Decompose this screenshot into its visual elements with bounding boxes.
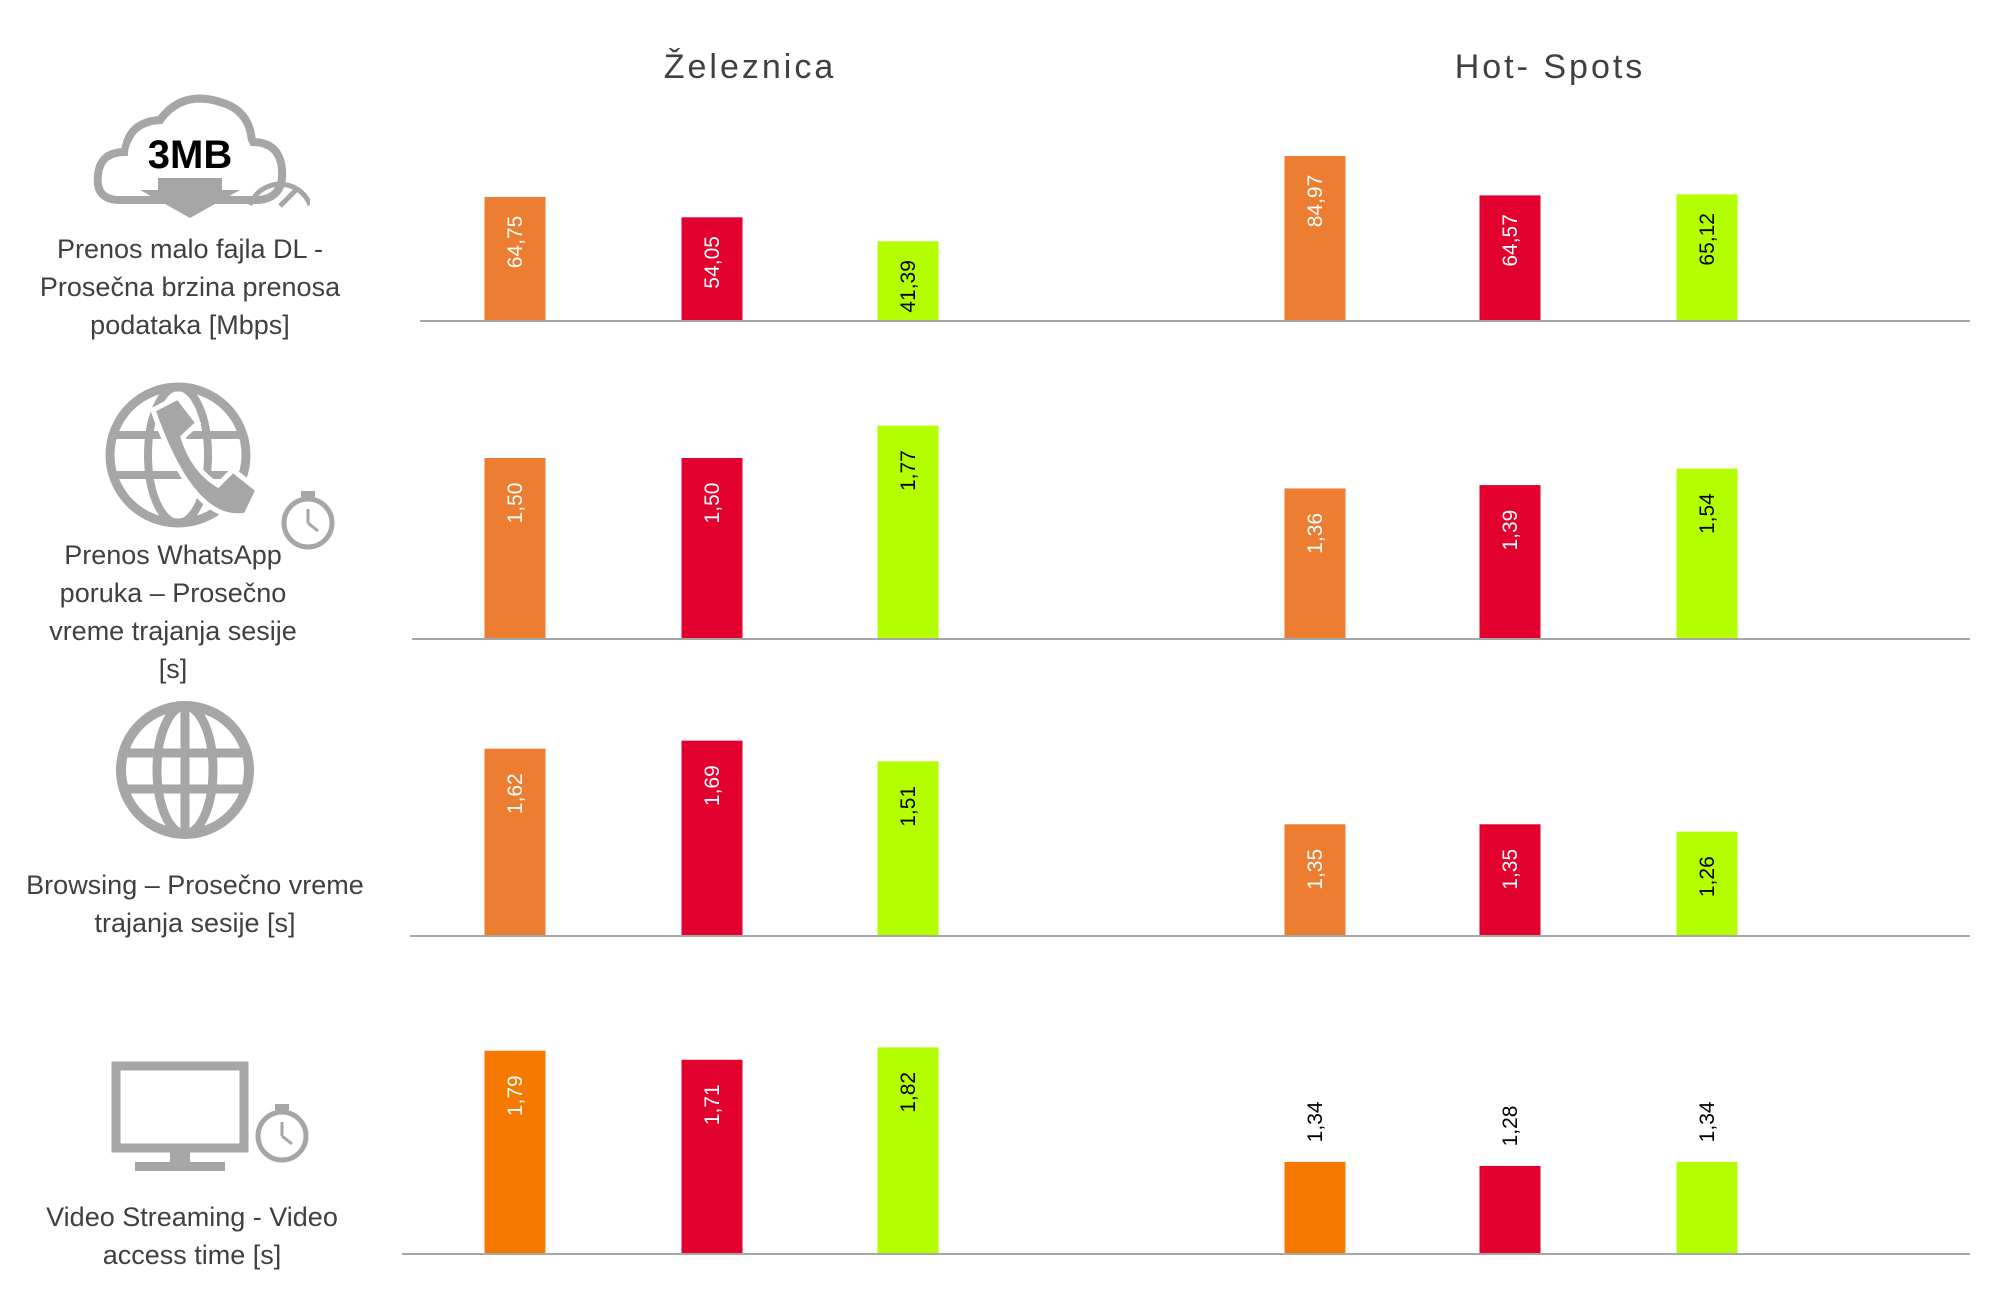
- bar-label-4-2-2: 1,28: [1499, 1106, 1522, 1147]
- row-label-file-dl: Prenos malo fajla DL - Prosečna brzina p…: [39, 234, 341, 340]
- bar-label-1-2-3: 65,12: [1696, 213, 1719, 266]
- bar-2-hot-spots-series-1: [1284, 488, 1346, 638]
- bar-1-zeleznica-series-1: [484, 196, 546, 320]
- bar-label-3-2-1: 1,35: [1304, 849, 1327, 890]
- globe-phone-icon: [105, 382, 335, 550]
- bar-3-hot-spots-series-2: [1479, 824, 1541, 935]
- bar-label-3-1-2: 1,69: [701, 765, 724, 806]
- chart-2: 1,50 1,50 1,77 1,36 1,39 1,54: [412, 425, 1970, 640]
- bar-label-4-1-2: 1,71: [701, 1084, 724, 1125]
- bar-2-hot-spots-series-2: [1479, 485, 1541, 638]
- bar-label-1-2-1: 84,97: [1304, 175, 1327, 228]
- bar-4-hot-spots-series-2: [1479, 1165, 1541, 1253]
- column-title-zeleznica: Železnica: [663, 48, 837, 86]
- bar-1-zeleznica-series-2: [681, 217, 743, 320]
- bar-3-hot-spots-series-1: [1284, 824, 1346, 935]
- bar-4-zeleznica-series-3: [877, 1047, 939, 1253]
- row-label-whatsapp: Prenos WhatsApp poruka – Prosečno vreme …: [49, 540, 297, 684]
- bar-label-1-1-2: 54,05: [701, 236, 724, 289]
- bar-1-hot-spots-series-3: [1676, 194, 1738, 320]
- bar-label-2-1-3: 1,77: [897, 450, 920, 491]
- bar-3-zeleznica-series-1: [484, 748, 546, 935]
- bar-1-hot-spots-series-2: [1479, 195, 1541, 320]
- bar-4-hot-spots-series-1: [1284, 1161, 1346, 1253]
- bar-2-hot-spots-series-3: [1676, 468, 1738, 638]
- bar-label-3-2-3: 1,26: [1696, 856, 1719, 897]
- row-label-video: Video Streaming - Video access time [s]: [46, 1202, 338, 1270]
- bar-label-3-1-3: 1,51: [897, 786, 920, 827]
- bar-label-2-2-2: 1,39: [1499, 510, 1522, 551]
- bar-4-hot-spots-series-3: [1676, 1161, 1738, 1253]
- column-title-hot-spots: Hot- Spots: [1454, 48, 1646, 86]
- bar-label-3-1-1: 1,62: [504, 773, 527, 814]
- chart-3: 1,62 1,69 1,51 1,35 1,35 1,26: [410, 740, 1970, 937]
- bar-1-zeleznica-series-3: [877, 241, 939, 320]
- monitor-icon: [111, 1061, 309, 1171]
- bar-4-zeleznica-series-1: [484, 1050, 546, 1253]
- cloud-size-label: 3MB: [148, 133, 232, 177]
- bar-label-2-2-1: 1,36: [1304, 513, 1327, 554]
- bar-label-1-1-3: 41,39: [897, 260, 920, 313]
- bar-1-hot-spots-series-1: [1284, 156, 1346, 320]
- bar-label-4-2-1: 1,34: [1304, 1101, 1327, 1142]
- bar-label-2-1-1: 1,50: [504, 483, 527, 524]
- bar-2-zeleznica-series-1: [484, 458, 546, 638]
- bar-label-2-1-2: 1,50: [701, 483, 724, 524]
- bar-3-zeleznica-series-2: [681, 740, 743, 935]
- chart-1: 64,75 54,05 41,39 84,97 64,57 65,12: [420, 156, 1970, 322]
- bar-3-zeleznica-series-3: [877, 761, 939, 935]
- bar-label-4-2-3: 1,34: [1696, 1101, 1719, 1142]
- bar-2-zeleznica-series-3: [877, 425, 939, 638]
- bar-label-4-1-1: 1,79: [504, 1075, 527, 1116]
- globe-icon: [116, 701, 254, 839]
- bar-label-1-2-2: 64,57: [1499, 214, 1522, 267]
- row-label-browsing: Browsing – Prosečno vreme trajanja sesij…: [26, 870, 364, 938]
- bar-2-zeleznica-series-2: [681, 458, 743, 638]
- cloud-download-icon: 3MB: [93, 94, 310, 218]
- chart-4: 1,79 1,71 1,82 1,34 1,28 1,34: [402, 1047, 1970, 1255]
- bar-3-hot-spots-series-3: [1676, 831, 1738, 935]
- bar-label-4-1-3: 1,82: [897, 1072, 920, 1113]
- bar-label-1-1-1: 64,75: [504, 216, 527, 269]
- bar-label-2-2-3: 1,54: [1696, 493, 1719, 534]
- bar-label-3-2-2: 1,35: [1499, 849, 1522, 890]
- bar-4-zeleznica-series-2: [681, 1059, 743, 1253]
